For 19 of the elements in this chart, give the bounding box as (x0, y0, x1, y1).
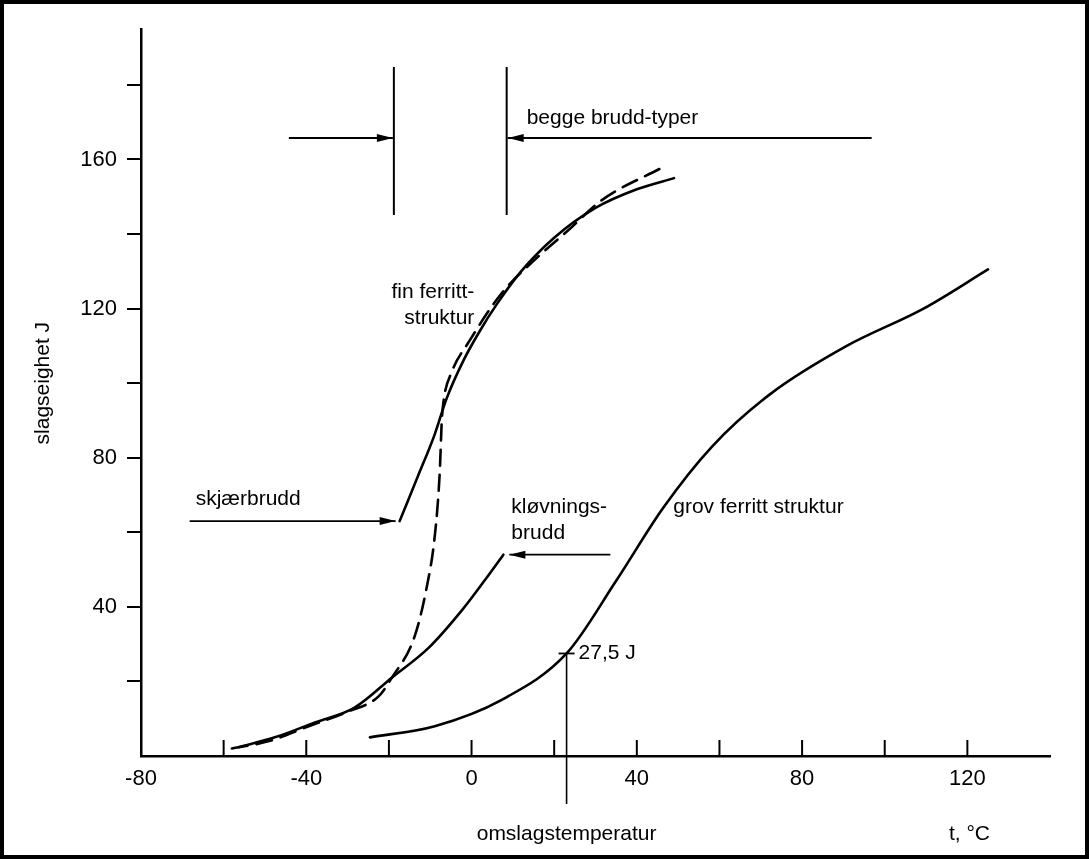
y-tick-label: 80 (92, 443, 117, 469)
ref-line-label: omslagstemperatur (476, 821, 657, 844)
series-label: grov ferritt struktur (673, 494, 844, 518)
x-tick-label: 40 (624, 765, 650, 791)
x-axis-title: t, °C (948, 821, 990, 844)
y-axis-title: slagseighet J (29, 321, 53, 445)
annotation: skjærbrudd (195, 486, 301, 510)
series-label: fin ferritt- struktur (391, 278, 475, 328)
annotation: 27,5 J (578, 640, 636, 664)
x-tick-label: 120 (949, 765, 986, 791)
x-tick-label: 80 (789, 765, 815, 791)
y-tick-label: 120 (80, 294, 117, 320)
y-tick-label: 40 (92, 592, 117, 618)
x-tick-label: -40 (290, 765, 323, 791)
y-tick-label: 160 (80, 145, 117, 171)
ref-line-label: begge brudd-typer (526, 105, 699, 128)
x-tick-label: 0 (465, 765, 478, 791)
x-tick-label: -80 (125, 765, 157, 791)
annotation: kløvnings- brudd (511, 493, 608, 543)
